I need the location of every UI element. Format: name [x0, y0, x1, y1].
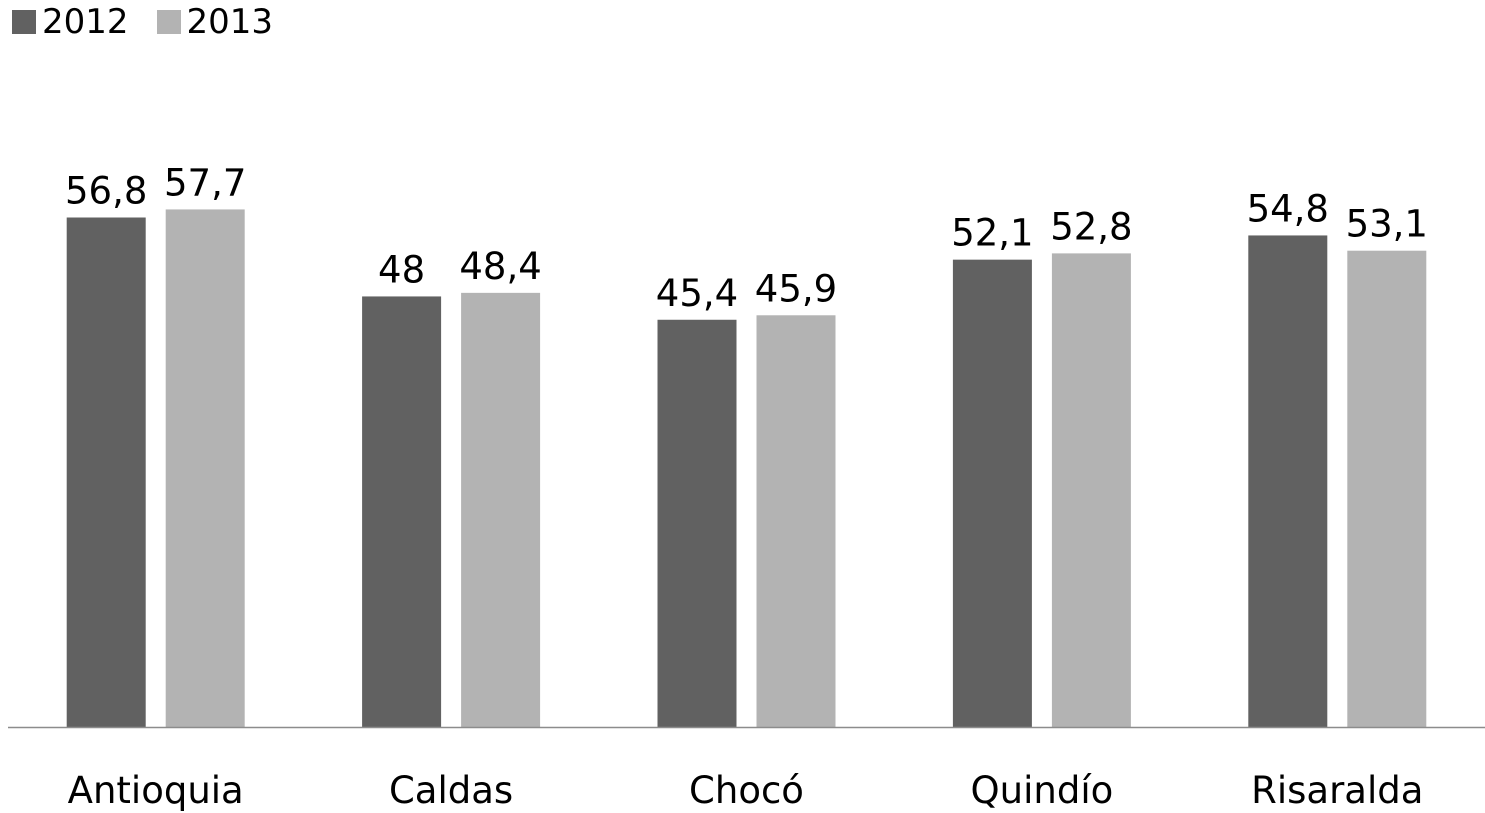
bar-risaralda-2012: [1248, 235, 1328, 727]
legend-item-2013: 2013: [156, 2, 274, 42]
legend-swatch-2013: [156, 10, 181, 34]
legend-label-2012: 2012: [42, 2, 129, 42]
data-label-choco-2013: 45,9: [755, 267, 837, 310]
data-label-caldas-2013: 48,4: [459, 245, 541, 288]
data-label-choco-2012: 45,4: [656, 272, 738, 315]
x-tick-label-quindio: Quindío: [971, 769, 1114, 812]
data-label-caldas-2012: 48: [378, 248, 425, 291]
x-tick-label-caldas: Caldas: [389, 769, 513, 812]
data-label-quindio-2012: 52,1: [951, 212, 1033, 255]
bar-choco-2012: [657, 319, 737, 727]
data-label-risaralda-2013: 53,1: [1346, 203, 1428, 246]
bar-antioquia-2012: [66, 217, 146, 727]
legend-swatch-2012: [12, 10, 36, 34]
bar-quindio-2012: [952, 259, 1032, 727]
bar-caldas-2012: [362, 296, 442, 727]
x-tick-label-risaralda: Risaralda: [1251, 769, 1423, 812]
legend-item-2012: 2012: [12, 2, 129, 42]
data-label-antioquia-2013: 57,7: [164, 161, 246, 204]
data-label-antioquia-2012: 56,8: [65, 170, 147, 213]
x-tick-label-choco: Chocó: [689, 769, 804, 812]
bar-risaralda-2013: [1347, 250, 1427, 727]
bar-antioquia-2013: [165, 209, 245, 727]
bar-quindio-2013: [1051, 253, 1131, 727]
x-tick-label-antioquia: Antioquia: [68, 769, 244, 812]
bar-caldas-2013: [461, 292, 541, 727]
data-label-risaralda-2012: 54,8: [1247, 187, 1329, 230]
legend-label-2013: 2013: [186, 2, 274, 42]
bar-choco-2013: [756, 315, 836, 727]
data-label-quindio-2013: 52,8: [1050, 205, 1132, 248]
chart-legend: 2012 2013: [12, 2, 273, 42]
